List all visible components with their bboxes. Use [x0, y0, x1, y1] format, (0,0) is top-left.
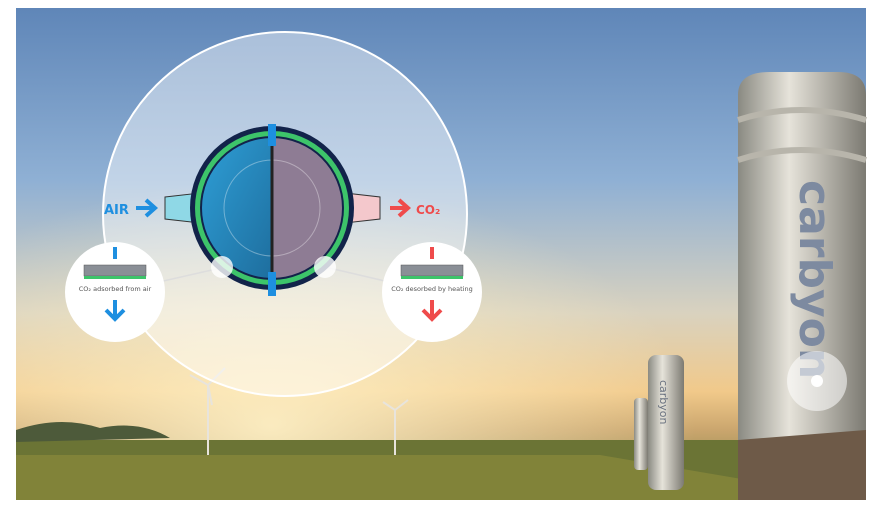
small-tower — [634, 398, 648, 470]
seal-bottom — [268, 272, 276, 296]
tower-ridges — [737, 107, 867, 163]
sorbent-layer — [83, 264, 147, 277]
zoom-marker — [314, 256, 336, 278]
desorb-caption: CO₂ desorbed by heating — [391, 285, 473, 293]
seal-top — [268, 124, 276, 146]
co2-arrow — [390, 198, 412, 218]
sorbent-layer — [400, 264, 464, 277]
tower-base — [738, 430, 866, 500]
adsorb-arrow — [104, 300, 126, 322]
co2-label: CO₂ — [416, 203, 440, 217]
play-button-dot[interactable] — [811, 375, 823, 387]
air-arrow — [136, 198, 159, 218]
sorbent-base — [401, 276, 463, 279]
tower-brand: carbyon — [789, 180, 840, 379]
heat-in — [430, 247, 434, 259]
desorb-arrow — [421, 300, 443, 322]
wind-turbines — [189, 367, 409, 455]
air-label: AIR — [104, 203, 129, 218]
sorbent-base — [84, 276, 146, 279]
small-tower — [648, 355, 684, 490]
desorption-half — [272, 138, 342, 278]
adsorption-half — [202, 138, 272, 278]
adsorb-caption: CO₂ adsorbed from air — [79, 285, 152, 293]
play-button[interactable] — [787, 351, 847, 411]
trees — [16, 421, 170, 442]
tower-brand-small: carbyon — [657, 380, 670, 425]
flow-in — [113, 247, 117, 259]
zoom-marker — [211, 256, 233, 278]
